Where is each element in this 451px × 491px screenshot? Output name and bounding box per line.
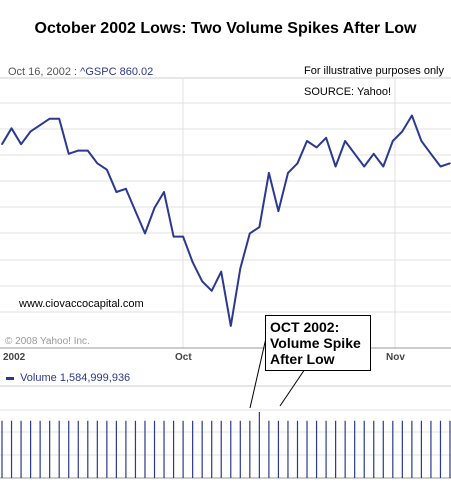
price-point [306, 140, 308, 142]
price-point [210, 290, 213, 292]
volume-swatch-icon [6, 376, 14, 380]
price-point [144, 232, 146, 235]
illustrative-note: For illustrative purposes only [304, 65, 445, 77]
price-point [106, 168, 108, 171]
price-point [325, 137, 327, 139]
price-point [96, 162, 99, 165]
volume-legend: Volume 1,584,999,936 [6, 372, 130, 384]
price-point [153, 207, 156, 209]
price-point [382, 165, 385, 168]
price-point [249, 232, 251, 235]
volume-value: 1,584,999,936 [59, 372, 131, 384]
volume-label: Volume [20, 372, 57, 384]
copyright-text: © 2008 Yahoo! Inc. [5, 336, 90, 347]
price-point [86, 149, 89, 152]
volume-spike-callout: OCT 2002: Volume Spike After Low [265, 315, 371, 371]
quote-value: 860.02 [119, 66, 154, 78]
source-note: SOURCE: Yahoo! [304, 86, 392, 98]
price-point [191, 261, 194, 263]
price-point [439, 165, 442, 168]
price-point [48, 117, 51, 120]
price-point [258, 226, 261, 228]
price-point [125, 188, 127, 190]
price-point [10, 127, 13, 130]
price-point [239, 267, 242, 270]
price-point [77, 149, 80, 152]
price-point [277, 210, 280, 212]
price-point [334, 165, 337, 168]
price-point [67, 152, 70, 155]
x-tick-oct: Oct [175, 352, 192, 363]
price-point [449, 162, 451, 165]
price-point [363, 165, 366, 168]
quote-date: Oct 16, 2002 : [8, 66, 78, 78]
price-point [430, 152, 432, 155]
price-point [182, 235, 184, 238]
price-point [287, 172, 289, 174]
price-point [420, 140, 423, 142]
x-tick-nov: Nov [386, 352, 405, 363]
callout-line-1: OCT 2002: [270, 319, 340, 335]
price-point [372, 152, 375, 155]
price-point [401, 130, 404, 133]
price-point [315, 146, 318, 149]
quote-header: Oct 16, 2002 : ^GSPC 860.02 [8, 66, 153, 78]
callout-line-3: After Low [270, 351, 335, 367]
price-point [392, 140, 394, 142]
callout-line-2: Volume Spike [270, 335, 361, 351]
watermark-text: www.ciovaccocapital.com [19, 298, 144, 310]
price-point [411, 114, 413, 117]
price-point [296, 162, 299, 165]
price-point [344, 140, 346, 142]
price-point [115, 191, 118, 193]
price-point [134, 210, 137, 212]
price-point [172, 235, 175, 238]
price-point [1, 143, 3, 145]
price-point [229, 325, 232, 327]
price-point [220, 270, 223, 273]
price-point [268, 172, 270, 174]
price-point [58, 117, 60, 120]
x-tick-2002: 2002 [3, 352, 26, 363]
price-point [353, 152, 356, 155]
quote-symbol[interactable]: ^GSPC [80, 66, 117, 78]
price-point [29, 130, 32, 133]
chart-title: October 2002 Lows: Two Volume Spikes Aft… [34, 20, 417, 37]
price-point [39, 124, 41, 126]
price-point [201, 280, 203, 283]
callout-pointer-line [279, 365, 308, 407]
price-point [163, 191, 165, 193]
gspc-price-line [1, 114, 451, 327]
price-point [20, 143, 22, 145]
callout-pointer-line [249, 337, 267, 409]
